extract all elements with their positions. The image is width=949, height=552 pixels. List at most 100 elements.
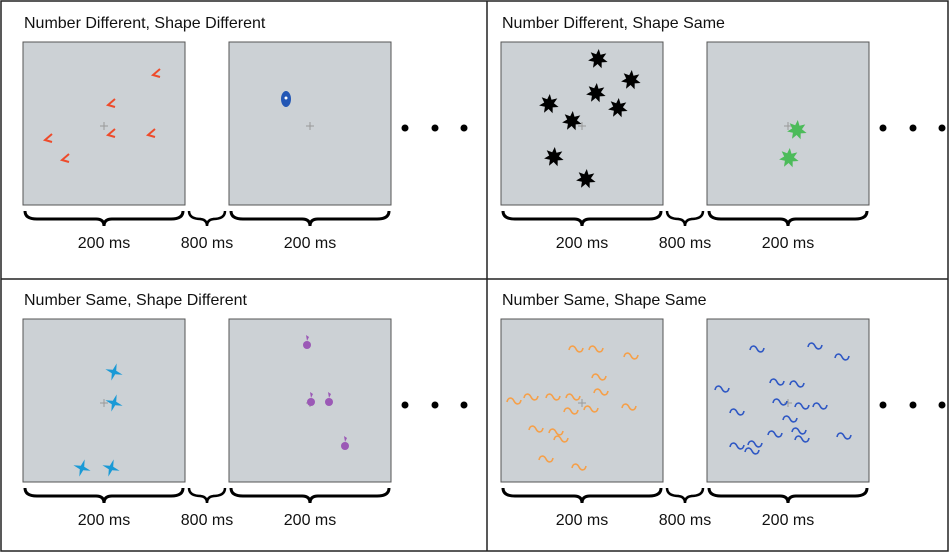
stimulus-shape [544, 147, 564, 167]
fixation-cross [578, 122, 586, 130]
brace [665, 487, 705, 504]
fixation-cross [306, 122, 314, 130]
panel-title: Number Same, Shape Different [24, 292, 247, 309]
panel-title: Number Different, Shape Different [24, 15, 266, 32]
stimulus-shape [791, 427, 807, 435]
stimulus-shape [586, 83, 606, 103]
ellipsis-dot [909, 401, 917, 409]
stimulus-shape [571, 463, 587, 471]
fixation-cross [100, 399, 108, 407]
stimulus-shape [307, 398, 315, 406]
stimulus-shape [621, 70, 641, 90]
stimulus-shape [528, 425, 544, 433]
brace [707, 210, 869, 227]
brace [501, 210, 663, 227]
stimulus-shape [769, 378, 785, 386]
stimulus-shape [105, 98, 116, 108]
duration-label: 200 ms [556, 235, 608, 252]
panel: Number Same, Shape Different 200 ms 800 ms… [22, 292, 468, 529]
stimulus-shape [562, 111, 582, 131]
stimulus-shape [588, 345, 604, 353]
stimulus-shape [836, 432, 852, 440]
stimulus-shape [787, 120, 807, 140]
stimulus-shape [306, 335, 309, 341]
brace [23, 487, 185, 504]
duration-label: 200 ms [78, 512, 130, 529]
stimulus [22, 41, 186, 206]
stimulus-shape [42, 133, 53, 143]
stimulus-shape [506, 397, 522, 405]
stimulus [22, 318, 186, 483]
shapes [303, 335, 349, 450]
brace [501, 487, 663, 504]
ellipsis-dot [460, 124, 468, 132]
shapes [73, 363, 123, 477]
brace [665, 210, 705, 227]
stimulus-shape [545, 393, 561, 401]
duration-label: 200 ms [78, 235, 130, 252]
panel-title: Number Different, Shape Same [502, 15, 725, 32]
ellipsis-dot [938, 124, 946, 132]
stimulus-shape [749, 345, 765, 353]
shapes [506, 345, 639, 471]
duration-label: 200 ms [762, 235, 814, 252]
stimulus-shape [714, 385, 730, 393]
ellipsis-dot [431, 401, 439, 409]
stimulus-shape [59, 153, 70, 163]
stimulus-shape [538, 455, 554, 463]
shapes [281, 91, 291, 107]
fixation-cross [784, 122, 792, 130]
stimulus-shape [325, 398, 333, 406]
stimulus-shape [729, 408, 745, 416]
panel: Number Different, Shape Different 200 ms 8… [22, 15, 468, 252]
stimulus-shape [772, 398, 788, 406]
stimulus-shape [310, 392, 313, 398]
stimulus-shape [105, 128, 116, 138]
stimulus-shape [539, 94, 559, 114]
stimulus-shape [767, 430, 783, 438]
stimulus-shape [341, 442, 349, 450]
stimulus [500, 318, 664, 483]
stimulus-shape [105, 394, 123, 412]
brace [707, 487, 869, 504]
stimulus-shape [105, 363, 123, 381]
brace [23, 210, 185, 227]
fixation-cross [100, 122, 108, 130]
stimulus-shape [548, 428, 564, 436]
ellipsis-dot [401, 124, 409, 132]
stimulus-shape [568, 345, 584, 353]
stimulus-shape [145, 128, 156, 138]
stimulus-shape [747, 440, 763, 448]
stimulus-shape [782, 415, 798, 423]
duration-label: 800 ms [659, 235, 711, 252]
stimulus-shape [576, 169, 596, 189]
stimulus-shape [328, 392, 331, 398]
duration-label: 800 ms [659, 512, 711, 529]
shapes [714, 342, 852, 455]
duration-label: 800 ms [181, 512, 233, 529]
stimulus [706, 318, 870, 483]
fixation-cross [784, 399, 792, 407]
panel: Number Same, Shape Same 200 ms 800 ms 200 m… [500, 292, 946, 529]
stimulus-shape [608, 98, 628, 118]
duration-label: 200 ms [284, 512, 336, 529]
stimulus-shape [807, 342, 823, 350]
stimulus-shape [344, 436, 347, 442]
stimulus-shape [623, 352, 639, 360]
ellipsis-dot [879, 401, 887, 409]
stimulus [228, 318, 392, 483]
stimulus [500, 41, 664, 206]
brace [229, 487, 391, 504]
panel-title: Number Same, Shape Same [502, 292, 707, 309]
stimulus-shape [563, 407, 579, 415]
stimulus-shape [150, 68, 161, 78]
ellipsis-dot [460, 401, 468, 409]
panel: Number Different, Shape Same 200 ms 800 ms… [500, 15, 946, 252]
stimulus-shape [729, 442, 745, 450]
ellipsis-dot [938, 401, 946, 409]
ellipsis-dot [879, 124, 887, 132]
stimulus-shape [834, 353, 850, 361]
stimulus [706, 41, 870, 206]
duration-label: 200 ms [556, 512, 608, 529]
stimulus-shape [102, 459, 120, 477]
